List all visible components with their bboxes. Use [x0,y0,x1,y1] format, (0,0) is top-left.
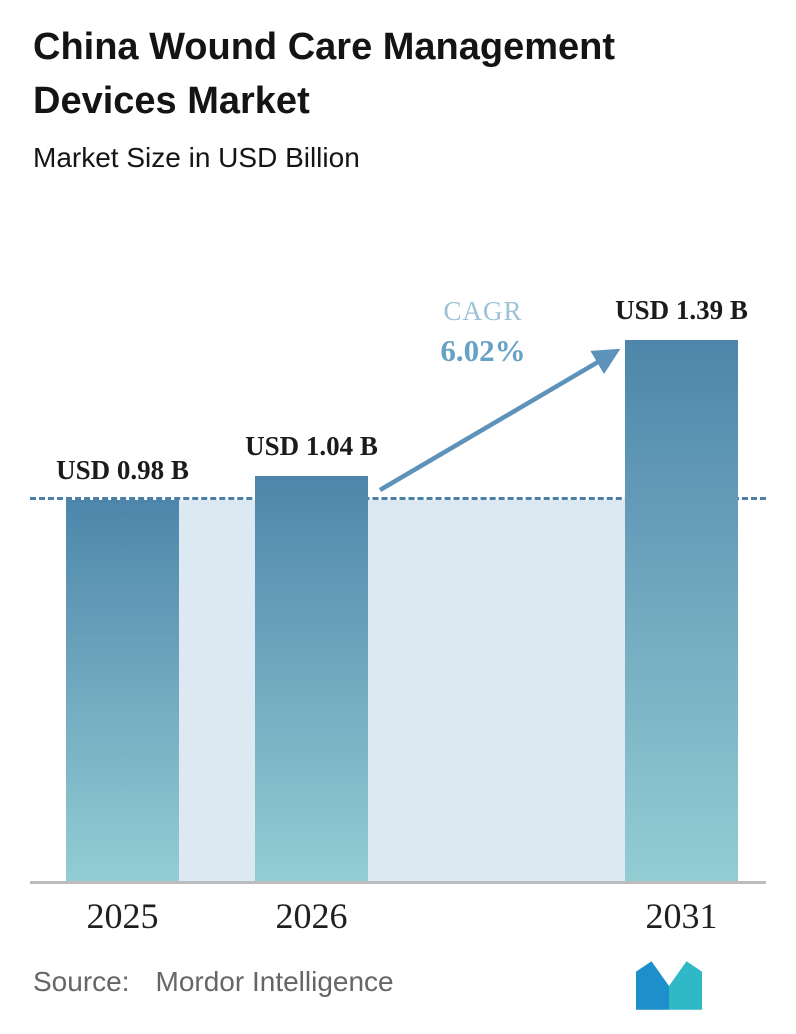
chart-title-line1: China Wound Care Management [33,26,616,68]
bar-value-label-2031: USD 1.39 B [615,295,748,325]
chart-title-line2: Devices Market [33,80,310,122]
chart-header: China Wound Care Management Devices Marke… [33,20,615,174]
chart-subtitle: Market Size in USD Billion [33,142,360,173]
bar-2031 [625,340,738,881]
bar-value-label-2025: USD 0.98 B [56,455,189,485]
x-tick-2025: 2025 [86,896,159,936]
source-label: Source: [33,966,130,997]
baseline-dashed-line [30,497,766,500]
x-tick-2031: 2031 [645,896,718,936]
cagr-label: CAGR [443,296,523,326]
bar-chart-plot-area: USD 0.98 B 2025 USD 1.04 B 2026 USD 1.39… [30,200,766,936]
source-value: Mordor Intelligence [155,966,394,997]
bar-2025 [66,500,179,881]
cagr-value: 6.02% [440,333,526,368]
cagr-annotation: CAGR 6.02% [408,296,558,369]
chart-title: China Wound Care Management Devices Marke… [33,20,615,128]
source-line: Source: Mordor Intelligence [33,966,394,998]
mordor-intelligence-logo [636,961,702,1010]
bar-2026 [255,476,368,881]
x-tick-2026: 2026 [275,896,348,936]
cagr-arrow [378,348,621,492]
bar-value-label-2026: USD 1.04 B [245,431,378,461]
cagr-arrow-line [378,348,621,492]
